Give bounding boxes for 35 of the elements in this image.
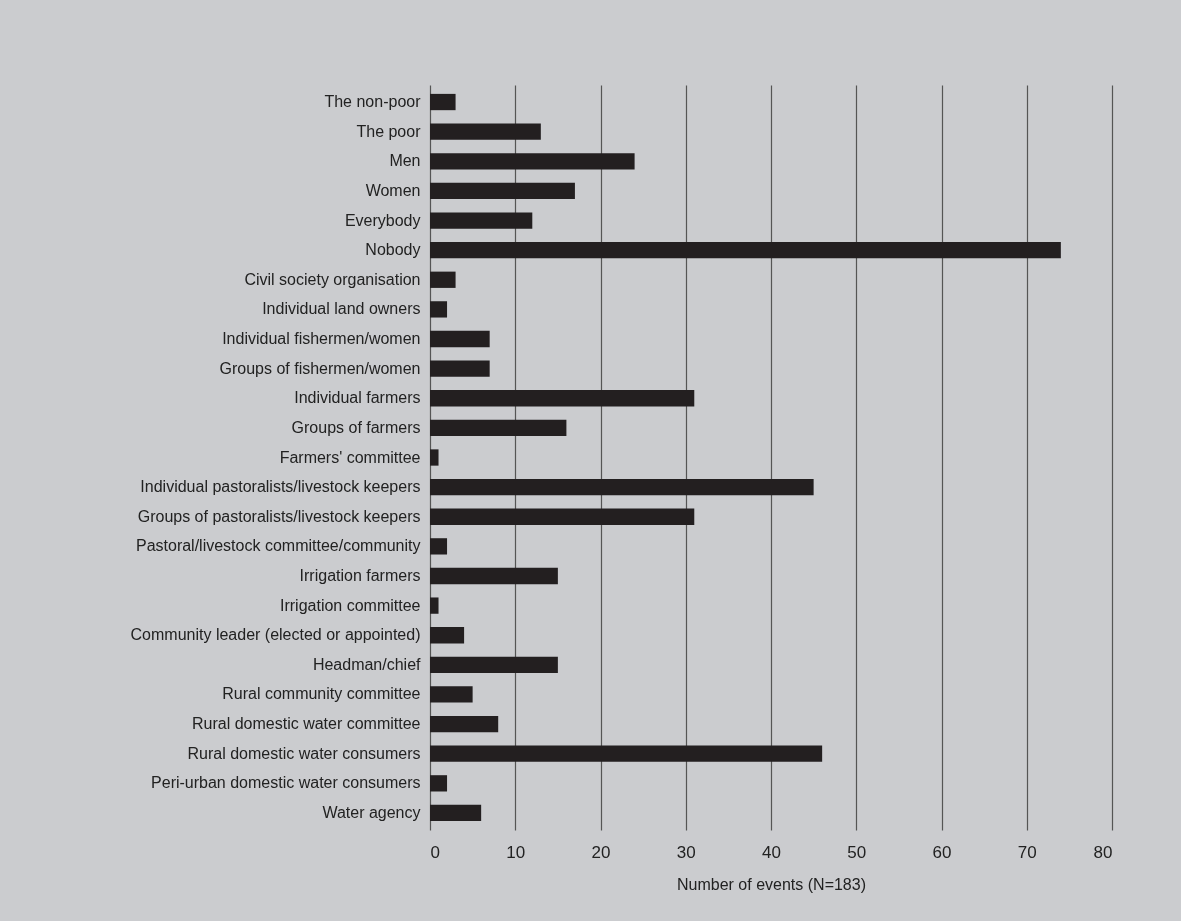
y-tick-label: Irrigation committee <box>280 596 421 614</box>
x-tick-label: 80 <box>1093 842 1113 862</box>
y-tick-label: Groups of pastoralists/livestock keepers <box>137 507 421 525</box>
x-tick-label: 70 <box>1017 842 1037 862</box>
y-tick-label: Nobody <box>365 241 421 259</box>
y-tick-label: Pastoral/livestock committee/community <box>135 537 421 555</box>
y-tick-label: Individual pastoralists/livestock keepers <box>140 478 421 496</box>
y-tick-label: Civil society organisation <box>244 270 421 288</box>
y-tick-label: Everybody <box>344 211 421 229</box>
y-tick-label: Groups of fishermen/women <box>219 359 421 377</box>
y-tick-label: Rural domestic water consumers <box>187 744 421 762</box>
x-tick-label: 0 <box>430 842 440 862</box>
x-tick-label: 20 <box>591 842 611 862</box>
x-tick-label: 60 <box>932 842 952 862</box>
x-tick-label: 40 <box>762 842 781 862</box>
y-tick-label: Rural domestic water committee <box>191 715 421 733</box>
y-tick-label: Individual land owners <box>262 300 421 318</box>
y-tick-label: Individual farmers <box>294 389 421 407</box>
y-tick-label: The poor <box>356 122 422 140</box>
y-tick-label: Headman/chief <box>312 655 422 673</box>
y-tick-label: Farmers' committee <box>279 448 421 466</box>
y-tick-label: Groups of farmers <box>291 418 421 436</box>
x-tick-label: 30 <box>676 842 696 862</box>
y-tick-label: Individual fishermen/women <box>222 330 421 348</box>
x-tick-label: 10 <box>506 842 526 862</box>
y-tick-label: Men <box>389 152 421 170</box>
y-tick-label: The non-poor <box>324 93 422 111</box>
y-tick-label: Community leader (elected or appointed) <box>130 626 421 644</box>
y-tick-label: Rural community committee <box>222 685 421 703</box>
y-tick-label: Women <box>365 181 421 199</box>
y-tick-label: Irrigation farmers <box>299 566 421 584</box>
y-tick-label: Water agency <box>322 803 421 821</box>
y-tick-label: Peri-urban domestic water consumers <box>151 774 421 792</box>
x-tick-label: 50 <box>847 842 867 862</box>
x-axis-title: Number of events (N=183) <box>677 875 866 893</box>
